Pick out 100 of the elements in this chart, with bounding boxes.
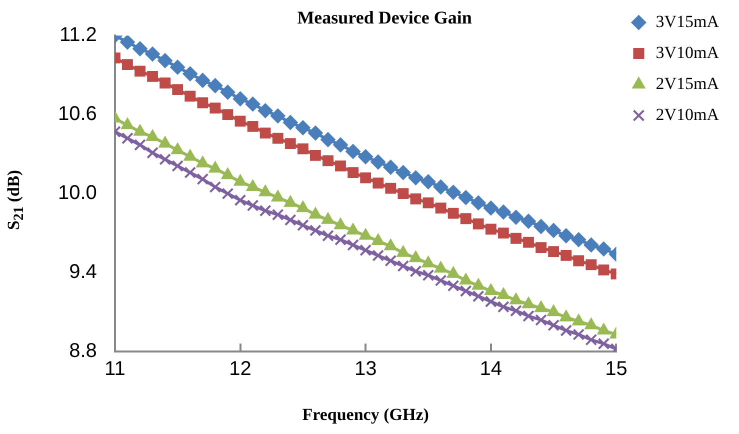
point bbox=[320, 132, 336, 148]
point bbox=[434, 274, 447, 286]
y-tick-label: 10.0 bbox=[58, 182, 97, 204]
point bbox=[120, 36, 135, 50]
point bbox=[245, 96, 260, 112]
point bbox=[470, 195, 486, 210]
point bbox=[522, 296, 536, 308]
point bbox=[310, 150, 321, 161]
x-tick-label: 11 bbox=[104, 358, 126, 380]
point bbox=[571, 232, 586, 248]
point bbox=[295, 120, 310, 136]
point bbox=[510, 232, 522, 244]
legend-label: 3V10mA bbox=[656, 42, 720, 62]
point bbox=[134, 138, 146, 151]
point bbox=[370, 154, 386, 170]
point bbox=[246, 200, 259, 212]
point bbox=[597, 323, 610, 335]
point bbox=[496, 204, 511, 220]
point bbox=[372, 250, 384, 262]
point bbox=[284, 138, 296, 150]
point bbox=[232, 91, 248, 106]
point bbox=[460, 285, 472, 297]
x-tick-label: 14 bbox=[480, 358, 502, 380]
point bbox=[159, 153, 172, 166]
point bbox=[484, 296, 497, 308]
point bbox=[172, 160, 184, 172]
point bbox=[448, 208, 459, 219]
point bbox=[247, 121, 258, 132]
point bbox=[170, 60, 186, 75]
point bbox=[536, 242, 546, 254]
point bbox=[258, 103, 273, 118]
point bbox=[548, 246, 560, 257]
point bbox=[222, 109, 234, 120]
point bbox=[560, 324, 572, 336]
point bbox=[122, 132, 134, 144]
point bbox=[208, 161, 222, 173]
point bbox=[508, 210, 524, 225]
point bbox=[520, 214, 536, 229]
point bbox=[496, 287, 510, 299]
point bbox=[322, 230, 334, 242]
point bbox=[509, 292, 523, 304]
point bbox=[459, 273, 472, 284]
point bbox=[396, 165, 411, 180]
point bbox=[346, 144, 361, 159]
point bbox=[584, 318, 598, 330]
point bbox=[397, 260, 410, 272]
point bbox=[472, 290, 484, 302]
point bbox=[209, 181, 222, 193]
point bbox=[498, 228, 509, 239]
x-axis-title: Frequency (GHz) bbox=[302, 405, 429, 424]
point bbox=[195, 72, 210, 88]
legend-label: 2V10mA bbox=[656, 104, 720, 124]
point bbox=[197, 97, 208, 108]
y-tick-label: 10.6 bbox=[58, 103, 97, 126]
point bbox=[284, 214, 296, 226]
point bbox=[558, 228, 574, 244]
x-tick-label: 12 bbox=[229, 358, 252, 380]
point bbox=[147, 70, 158, 82]
point bbox=[297, 143, 308, 154]
point bbox=[334, 234, 346, 246]
point bbox=[408, 170, 424, 186]
point bbox=[560, 310, 573, 322]
point bbox=[347, 239, 359, 251]
point bbox=[220, 84, 236, 100]
point bbox=[435, 202, 446, 214]
point bbox=[485, 224, 496, 235]
point bbox=[573, 255, 584, 266]
point bbox=[522, 310, 534, 322]
point bbox=[260, 128, 271, 138]
point bbox=[398, 188, 409, 200]
point bbox=[446, 184, 461, 200]
point bbox=[472, 278, 485, 290]
point bbox=[409, 250, 422, 262]
point bbox=[422, 256, 435, 268]
point bbox=[296, 219, 309, 232]
point bbox=[270, 108, 286, 124]
point bbox=[158, 53, 173, 68]
point bbox=[222, 188, 234, 200]
point bbox=[132, 41, 148, 56]
point bbox=[534, 300, 548, 312]
point bbox=[547, 304, 560, 316]
point bbox=[308, 207, 322, 219]
point bbox=[447, 280, 460, 292]
point bbox=[272, 208, 284, 221]
point bbox=[572, 328, 585, 340]
point bbox=[160, 78, 171, 88]
point bbox=[472, 218, 484, 230]
point bbox=[358, 149, 374, 164]
point bbox=[360, 244, 372, 256]
legend-label: 3V15mA bbox=[656, 12, 720, 31]
point bbox=[184, 90, 196, 102]
x-tick-label: 13 bbox=[354, 358, 377, 380]
point bbox=[510, 304, 522, 317]
point bbox=[246, 180, 260, 192]
point bbox=[497, 300, 510, 313]
point bbox=[172, 84, 184, 96]
point bbox=[334, 218, 348, 230]
point bbox=[372, 178, 384, 189]
point bbox=[234, 116, 246, 127]
point bbox=[584, 237, 599, 252]
